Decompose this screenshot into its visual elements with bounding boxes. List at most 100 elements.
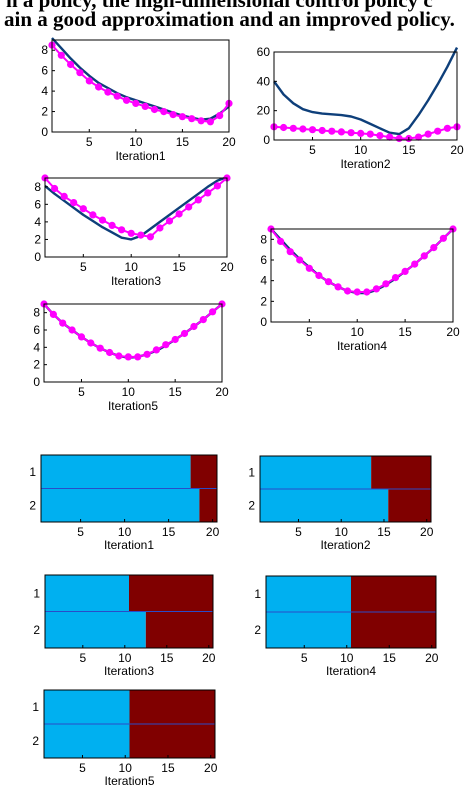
y-tick-label: 2 (254, 623, 261, 637)
y-tick-label: 2 (41, 105, 48, 119)
policy-cell-action1 (41, 488, 200, 522)
policy-cell-action2 (388, 489, 431, 522)
sample-point (420, 252, 428, 260)
sample-point (185, 203, 193, 211)
y-tick-label: 1 (33, 586, 40, 600)
x-tick-label: 20 (446, 325, 460, 339)
sample-point (190, 322, 198, 331)
x-tick-label: 20 (420, 525, 434, 539)
sample-point (430, 244, 438, 252)
sample-point (127, 229, 135, 237)
x-tick-label: 20 (202, 651, 216, 665)
sample-line (51, 44, 230, 123)
sample-point (49, 310, 58, 318)
sample-point (180, 329, 189, 338)
y-tick-label: 2 (248, 499, 255, 513)
x-tick-label: 10 (122, 385, 136, 399)
y-tick-label: 4 (41, 84, 48, 98)
plot-frame (43, 689, 216, 759)
sample-point (334, 283, 342, 291)
chart-v1: 5 10 15 20 0 2 4 6 8 Iteration1 (41, 37, 236, 163)
sample-point (328, 127, 336, 135)
policy-cell-action1 (41, 455, 191, 489)
x-tick-label: 20 (450, 143, 464, 157)
chart-v4: 5 10 15 20 0 2 4 6 8 Iteration4 (260, 225, 460, 353)
sample-point (122, 96, 131, 104)
y-tick-label: 2 (34, 232, 41, 246)
chart-v2: 5 10 15 20 0 20 40 60 Iteration2 (257, 45, 464, 171)
sample-point (152, 346, 160, 354)
sample-point (57, 51, 65, 59)
plot-frame (273, 51, 458, 141)
sample-point (386, 133, 394, 141)
sample-point (318, 126, 326, 135)
sample-point (188, 115, 196, 123)
x-axis-label: Iteration2 (340, 157, 390, 171)
x-axis-label: Iteration3 (104, 664, 154, 678)
x-tick-label: 10 (125, 260, 139, 274)
x-tick-label: 15 (377, 525, 391, 539)
x-tick-label: 20 (204, 761, 218, 775)
sample-point (209, 308, 217, 316)
x-tick-label: 10 (340, 651, 354, 665)
plot-frame (44, 574, 214, 649)
x-axis-label: Iteration1 (115, 149, 165, 163)
sample-point (134, 353, 142, 361)
x-tick-label: 15 (402, 143, 416, 157)
sample-point (204, 189, 212, 197)
x-tick-label: 5 (79, 761, 86, 775)
x-tick-label: 20 (425, 651, 439, 665)
sample-point (424, 130, 432, 138)
policy-cell-action1 (44, 690, 130, 724)
chart-p4: 5 10 15 20 1 2 Iteration4 (254, 575, 439, 678)
sample-point (347, 129, 355, 137)
x-tick-label: 5 (306, 325, 313, 339)
y-tick-label: 6 (33, 323, 40, 337)
plot-frame (40, 454, 218, 523)
y-tick-label: 2 (29, 498, 36, 512)
policy-cell-action2 (129, 724, 215, 758)
sample-point (395, 134, 403, 143)
sample-point (357, 129, 365, 137)
policy-cell-action1 (45, 611, 146, 648)
sample-point (76, 69, 84, 77)
y-tick-label: 4 (260, 274, 267, 288)
sample-point (165, 217, 174, 225)
x-axis-label: Iteration4 (326, 664, 376, 678)
sample-point (137, 231, 145, 239)
sample-point (206, 118, 214, 126)
sample-point (344, 287, 352, 295)
x-tick-label: 5 (78, 385, 85, 399)
sample-point (197, 117, 205, 125)
sample-point (141, 102, 149, 110)
plot-frame (259, 455, 432, 523)
sample-point (443, 124, 451, 132)
sample-point (79, 205, 87, 213)
sample-point (98, 216, 107, 224)
x-tick-label: 5 (309, 143, 316, 157)
y-tick-label: 8 (34, 180, 41, 194)
y-tick-label: 2 (33, 623, 40, 637)
sample-point (175, 210, 183, 218)
sample-point (414, 133, 423, 141)
sample-point (87, 339, 95, 347)
sample-point (353, 288, 361, 296)
sample-point (150, 105, 159, 114)
x-tick-label: 15 (160, 651, 174, 665)
chart-p3: 5 10 15 20 1 2 Iteration3 (33, 574, 216, 678)
sample-point (299, 125, 307, 133)
sample-point (132, 99, 140, 107)
sample-point (60, 192, 68, 200)
sample-point (59, 319, 67, 327)
plot-frame (265, 575, 437, 649)
x-tick-label: 20 (222, 135, 236, 149)
y-tick-label: 1 (248, 466, 255, 480)
sample-point (363, 288, 371, 296)
sample-point (434, 127, 442, 135)
y-tick-label: 8 (260, 232, 267, 246)
sample-point (146, 233, 154, 241)
y-tick-label: 2 (260, 294, 267, 308)
sample-point (96, 344, 104, 352)
sample-point (113, 92, 121, 100)
y-tick-label: 20 (257, 104, 271, 118)
